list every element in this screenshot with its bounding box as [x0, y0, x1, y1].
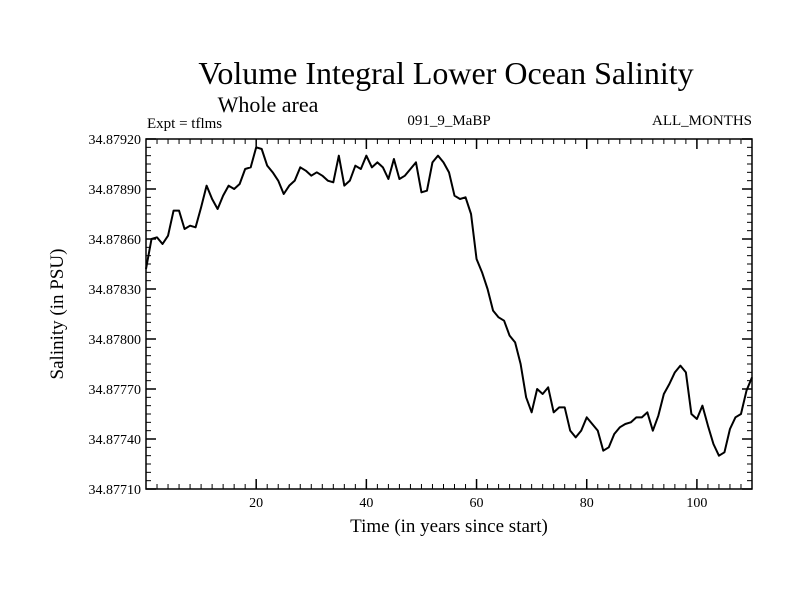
chart-title: Volume Integral Lower Ocean Salinity	[198, 55, 693, 91]
chart-subtitle: Whole area	[218, 92, 319, 117]
run-label: 091_9_MaBP	[407, 113, 490, 129]
x-axis-ticks: 20 40 60 80 100	[249, 139, 707, 511]
y-axis-ticks: 34.87710 34.87740 34.87770 34.87800 34.87830…	[89, 133, 752, 498]
y-axis-label: Salinity (in PSU)	[47, 249, 68, 380]
x-tick-label: 100	[686, 496, 707, 511]
expt-label: Expt = tflms	[147, 116, 222, 132]
x-tick-label: 80	[580, 496, 594, 511]
y-tick-label: 34.87770	[89, 383, 142, 398]
y-tick-label: 34.87890	[89, 183, 142, 198]
y-tick-label: 34.87800	[89, 333, 142, 348]
salinity-series-line	[145, 146, 753, 457]
months-label: ALL_MONTHS	[652, 113, 752, 129]
x-axis-label: Time (in years since start)	[350, 516, 548, 537]
x-tick-label: 20	[249, 496, 263, 511]
x-tick-label: 60	[470, 496, 484, 511]
y-tick-label: 34.87860	[89, 233, 142, 248]
y-tick-label: 34.87830	[89, 283, 142, 298]
x-tick-label: 40	[359, 496, 373, 511]
y-tick-label: 34.87920	[89, 133, 142, 148]
y-tick-label: 34.87740	[89, 433, 142, 448]
minor-ticks	[145, 138, 753, 490]
y-tick-label: 34.87710	[89, 483, 142, 498]
plot-frame	[145, 138, 753, 490]
